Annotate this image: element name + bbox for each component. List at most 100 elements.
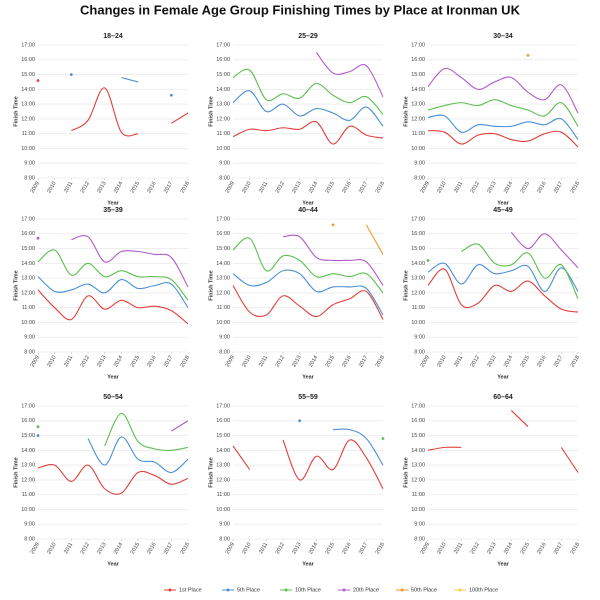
x-tick-label: 2010 — [241, 355, 252, 369]
y-tick-label: 14:00 — [21, 261, 35, 267]
x-tick-label: 2012 — [80, 542, 91, 556]
x-tick-label: 2012 — [275, 181, 286, 195]
x-tick-label: 2017 — [553, 181, 564, 195]
y-tick-label: 8:00 — [219, 349, 230, 355]
y-tick-label: 12:00 — [411, 477, 425, 483]
x-tick-label: 2014 — [113, 355, 124, 369]
y-tick-label: 8:00 — [24, 349, 35, 355]
legend-label: 20th Place — [353, 587, 379, 593]
y-tick-label: 15:00 — [411, 72, 425, 78]
y-tick-label: 14:00 — [216, 261, 230, 267]
y-tick-label: 11:00 — [22, 305, 35, 311]
x-tick-label: 2012 — [275, 542, 286, 556]
data-point — [426, 258, 430, 262]
y-tick-label: 13:00 — [216, 276, 230, 282]
panel-title: 18–24 — [103, 33, 123, 40]
x-tick-label: 2009 — [30, 181, 41, 195]
series-line — [37, 289, 189, 325]
x-tick-label: 2009 — [420, 355, 431, 369]
legend-marker — [342, 588, 346, 592]
y-tick-label: 16:00 — [21, 418, 35, 424]
series-line — [427, 262, 579, 292]
y-tick-label: 9:00 — [219, 522, 230, 528]
y-axis-label: Finish Time — [208, 96, 214, 126]
x-tick-label: 2018 — [570, 181, 581, 195]
y-tick-label: 11:00 — [412, 305, 425, 311]
x-tick-label: 2011 — [453, 181, 464, 194]
x-tick-label: 2016 — [341, 181, 352, 195]
y-tick-label: 17:00 — [411, 403, 425, 409]
panel-title: 35–39 — [103, 207, 123, 214]
x-tick-label: 2017 — [163, 542, 174, 556]
series-line — [427, 130, 579, 148]
series-line — [37, 249, 189, 301]
y-tick-label: 11:00 — [412, 131, 425, 137]
x-tick-label: 2017 — [358, 542, 369, 556]
y-tick-label: 10:00 — [411, 320, 425, 326]
data-point — [36, 434, 40, 437]
x-tick-label: 2009 — [420, 542, 431, 556]
y-tick-label: 16:00 — [216, 231, 230, 237]
y-tick-label: 16:00 — [216, 418, 230, 424]
series-line — [427, 67, 579, 114]
data-point — [381, 437, 385, 440]
x-tick-label: 2017 — [163, 181, 174, 195]
y-tick-label: 8:00 — [414, 349, 425, 355]
y-tick-label: 17:00 — [411, 216, 425, 222]
x-axis-label: Year — [107, 200, 119, 206]
y-tick-label: 9:00 — [414, 161, 425, 167]
series-line — [427, 268, 579, 313]
x-tick-label: 2017 — [358, 181, 369, 195]
x-tick-label: 2016 — [146, 542, 157, 556]
x-tick-label: 2011 — [258, 355, 269, 368]
x-tick-label: 2013 — [96, 181, 107, 195]
x-axis-label: Year — [107, 561, 119, 567]
x-tick-label: 2009 — [225, 542, 236, 556]
series-line — [427, 114, 579, 140]
data-point — [526, 53, 530, 57]
x-tick-label: 2014 — [308, 542, 319, 556]
x-tick-label: 2014 — [308, 181, 319, 195]
y-tick-label: 12:00 — [216, 477, 230, 483]
y-tick-label: 17:00 — [411, 42, 425, 48]
x-tick-label: 2014 — [113, 542, 124, 556]
x-tick-label: 2016 — [341, 355, 352, 369]
x-axis-label: Year — [302, 561, 314, 567]
x-axis-label: Year — [107, 374, 119, 380]
x-tick-label: 2015 — [130, 355, 141, 369]
y-tick-label: 11:00 — [412, 492, 425, 498]
x-tick-label: 2012 — [470, 542, 481, 556]
data-point — [331, 223, 335, 227]
y-axis-label: Finish Time — [403, 457, 409, 487]
x-tick-label: 2012 — [470, 355, 481, 369]
y-tick-label: 14:00 — [21, 87, 35, 93]
y-tick-label: 14:00 — [411, 261, 425, 267]
y-tick-label: 15:00 — [411, 246, 425, 252]
x-tick-label: 2011 — [258, 542, 269, 555]
series-line — [427, 99, 579, 127]
y-tick-label: 10:00 — [21, 320, 35, 326]
y-tick-label: 9:00 — [24, 522, 35, 528]
series-line — [232, 90, 384, 127]
panel-title: 50–54 — [103, 394, 123, 401]
x-tick-label: 2010 — [241, 181, 252, 195]
series-line — [282, 439, 384, 490]
y-tick-label: 16:00 — [411, 57, 425, 63]
y-tick-label: 12:00 — [216, 116, 230, 122]
y-axis-label: Finish Time — [403, 96, 409, 126]
series-line — [560, 447, 579, 473]
y-tick-label: 17:00 — [21, 216, 35, 222]
x-tick-label: 2018 — [375, 355, 386, 369]
x-tick-label: 2018 — [180, 542, 191, 556]
x-tick-label: 2012 — [470, 181, 481, 195]
series-line — [104, 412, 189, 451]
x-tick-label: 2010 — [46, 181, 57, 195]
y-tick-label: 17:00 — [216, 216, 230, 222]
x-tick-label: 2010 — [436, 542, 447, 556]
x-tick-label: 2016 — [536, 181, 547, 195]
y-tick-label: 16:00 — [21, 57, 35, 63]
x-tick-label: 2017 — [553, 355, 564, 369]
y-tick-label: 13:00 — [21, 463, 35, 469]
y-tick-label: 14:00 — [21, 448, 35, 454]
y-axis-label: Finish Time — [13, 457, 19, 487]
